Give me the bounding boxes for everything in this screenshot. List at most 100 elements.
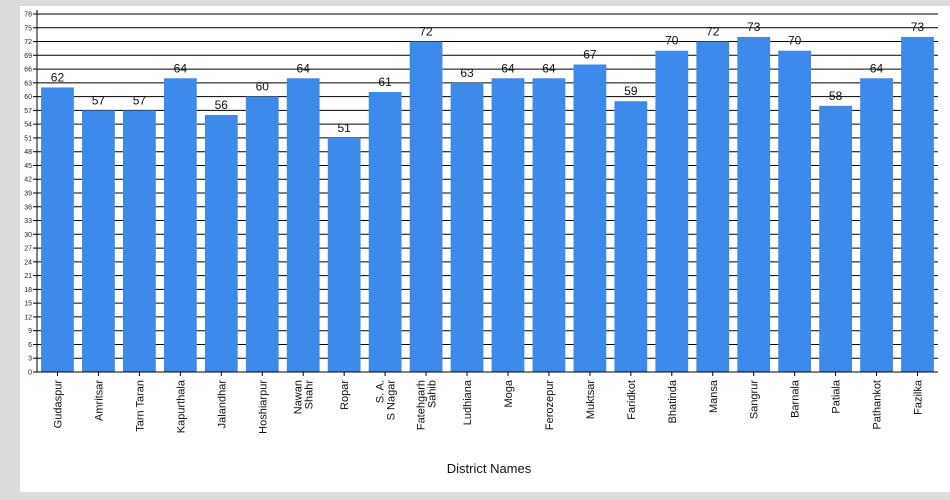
data-label: 58 <box>829 89 843 103</box>
x-tick-label: Ferozepur <box>544 380 556 430</box>
data-label: 70 <box>788 34 802 48</box>
bar <box>450 82 484 372</box>
y-tick-label: 60 <box>24 94 32 101</box>
bar <box>245 96 279 372</box>
bar <box>82 110 115 372</box>
bar <box>327 137 361 372</box>
y-tick-label: 39 <box>24 191 32 198</box>
data-labels: 62 57 57 64 56 60 64 51 61 72 63 64 64 67 59 70 72 73 70 58… <box>51 20 925 135</box>
data-label: 60 <box>256 80 270 94</box>
bars <box>41 36 934 373</box>
y-tick-label: 42 <box>24 177 32 184</box>
bar <box>368 92 402 373</box>
y-tick-label: 54 <box>24 122 32 129</box>
data-label: 56 <box>215 98 229 112</box>
y-tick-label: 30 <box>24 232 32 239</box>
x-tick-label: S. A.S Nagar <box>375 380 398 421</box>
bar <box>901 36 934 372</box>
x-tick-label: NawanShahr <box>293 380 316 415</box>
bar <box>737 36 771 372</box>
y-tick-label: 69 <box>24 53 32 60</box>
x-tick-label: Ropar <box>339 380 351 410</box>
bar <box>696 41 730 373</box>
data-label: 51 <box>337 121 351 135</box>
data-label: 59 <box>624 84 638 98</box>
data-label: 64 <box>297 61 311 75</box>
y-axis-ticks: 0369121518212427303336394245485154576063… <box>24 12 37 377</box>
bar <box>819 105 852 373</box>
y-tick-label: 57 <box>24 108 32 115</box>
x-tick-label: Tarn Taran <box>134 380 146 432</box>
data-label: 72 <box>706 25 720 39</box>
y-tick-label: 18 <box>24 287 32 294</box>
x-tick-label: Barnala <box>790 379 802 418</box>
data-label: 73 <box>747 20 761 34</box>
data-label: 63 <box>460 66 474 80</box>
y-tick-label: 45 <box>24 163 32 170</box>
bar <box>163 78 197 372</box>
data-label: 64 <box>870 61 884 75</box>
bar <box>204 114 238 372</box>
x-tick-label: Mansa <box>708 379 720 413</box>
x-tick-label: Faridkot <box>626 380 638 420</box>
x-tick-label: Moga <box>503 379 515 407</box>
x-tick-label: Fazilka <box>913 379 925 415</box>
x-axis-title: District Names <box>447 461 532 476</box>
y-tick-label: 72 <box>24 39 32 46</box>
data-label: 62 <box>51 70 65 84</box>
y-tick-label: 75 <box>24 25 32 32</box>
y-tick-label: 51 <box>24 135 32 142</box>
x-tick-label: Kapurthala <box>175 379 187 433</box>
x-tick-label: Bhatinda <box>667 379 679 423</box>
data-label: 64 <box>174 61 188 75</box>
y-tick-label: 66 <box>24 67 32 74</box>
data-label: 61 <box>378 75 392 89</box>
bar <box>41 87 74 372</box>
x-tick-label: Gudaspur <box>52 380 64 429</box>
y-tick-label: 27 <box>24 246 32 253</box>
bar <box>123 110 156 372</box>
bar <box>532 78 566 372</box>
data-label: 64 <box>501 61 515 75</box>
data-label: 57 <box>133 93 147 107</box>
y-tick-label: 0 <box>28 370 32 377</box>
y-tick-label: 33 <box>24 218 32 225</box>
y-tick-label: 9 <box>28 328 32 335</box>
y-tick-label: 15 <box>24 301 32 308</box>
x-tick-label: Muktsar <box>585 380 597 419</box>
data-label: 73 <box>911 20 925 34</box>
bar <box>491 78 525 372</box>
y-tick-label: 63 <box>24 80 32 87</box>
y-tick-label: 24 <box>24 259 32 266</box>
x-tick-label: Amritsar <box>93 380 105 421</box>
y-tick-label: 21 <box>24 273 32 280</box>
x-tick-label: Pathankot <box>872 380 884 430</box>
x-tick-label: Sangrur <box>749 380 761 419</box>
bar <box>409 41 443 373</box>
x-tick-label: Ludhiana <box>462 379 474 425</box>
x-tick-label: Jalandhar <box>216 380 228 429</box>
x-tick-label: FatehgarhSahib <box>416 380 439 430</box>
x-axis-ticks: Gudaspur Amritsar Tarn Taran Kapurthala Jala… <box>52 372 925 434</box>
bar <box>655 50 689 372</box>
y-tick-label: 78 <box>24 12 32 19</box>
bar <box>860 78 893 372</box>
y-tick-label: 6 <box>28 342 32 349</box>
bar <box>573 64 607 372</box>
y-tick-label: 36 <box>24 204 32 211</box>
data-label: 64 <box>542 61 556 75</box>
data-label: 70 <box>665 34 679 48</box>
data-label: 67 <box>583 47 597 61</box>
data-label: 72 <box>419 25 433 39</box>
y-tick-label: 48 <box>24 149 32 156</box>
y-tick-label: 12 <box>24 314 32 321</box>
bar <box>286 78 320 372</box>
x-tick-label: Patiala <box>831 379 843 414</box>
data-label: 57 <box>92 93 106 107</box>
y-tick-label: 3 <box>28 356 32 363</box>
bar <box>778 50 812 372</box>
bar <box>614 101 648 372</box>
x-tick-label: Hoshiarpur <box>257 380 269 434</box>
